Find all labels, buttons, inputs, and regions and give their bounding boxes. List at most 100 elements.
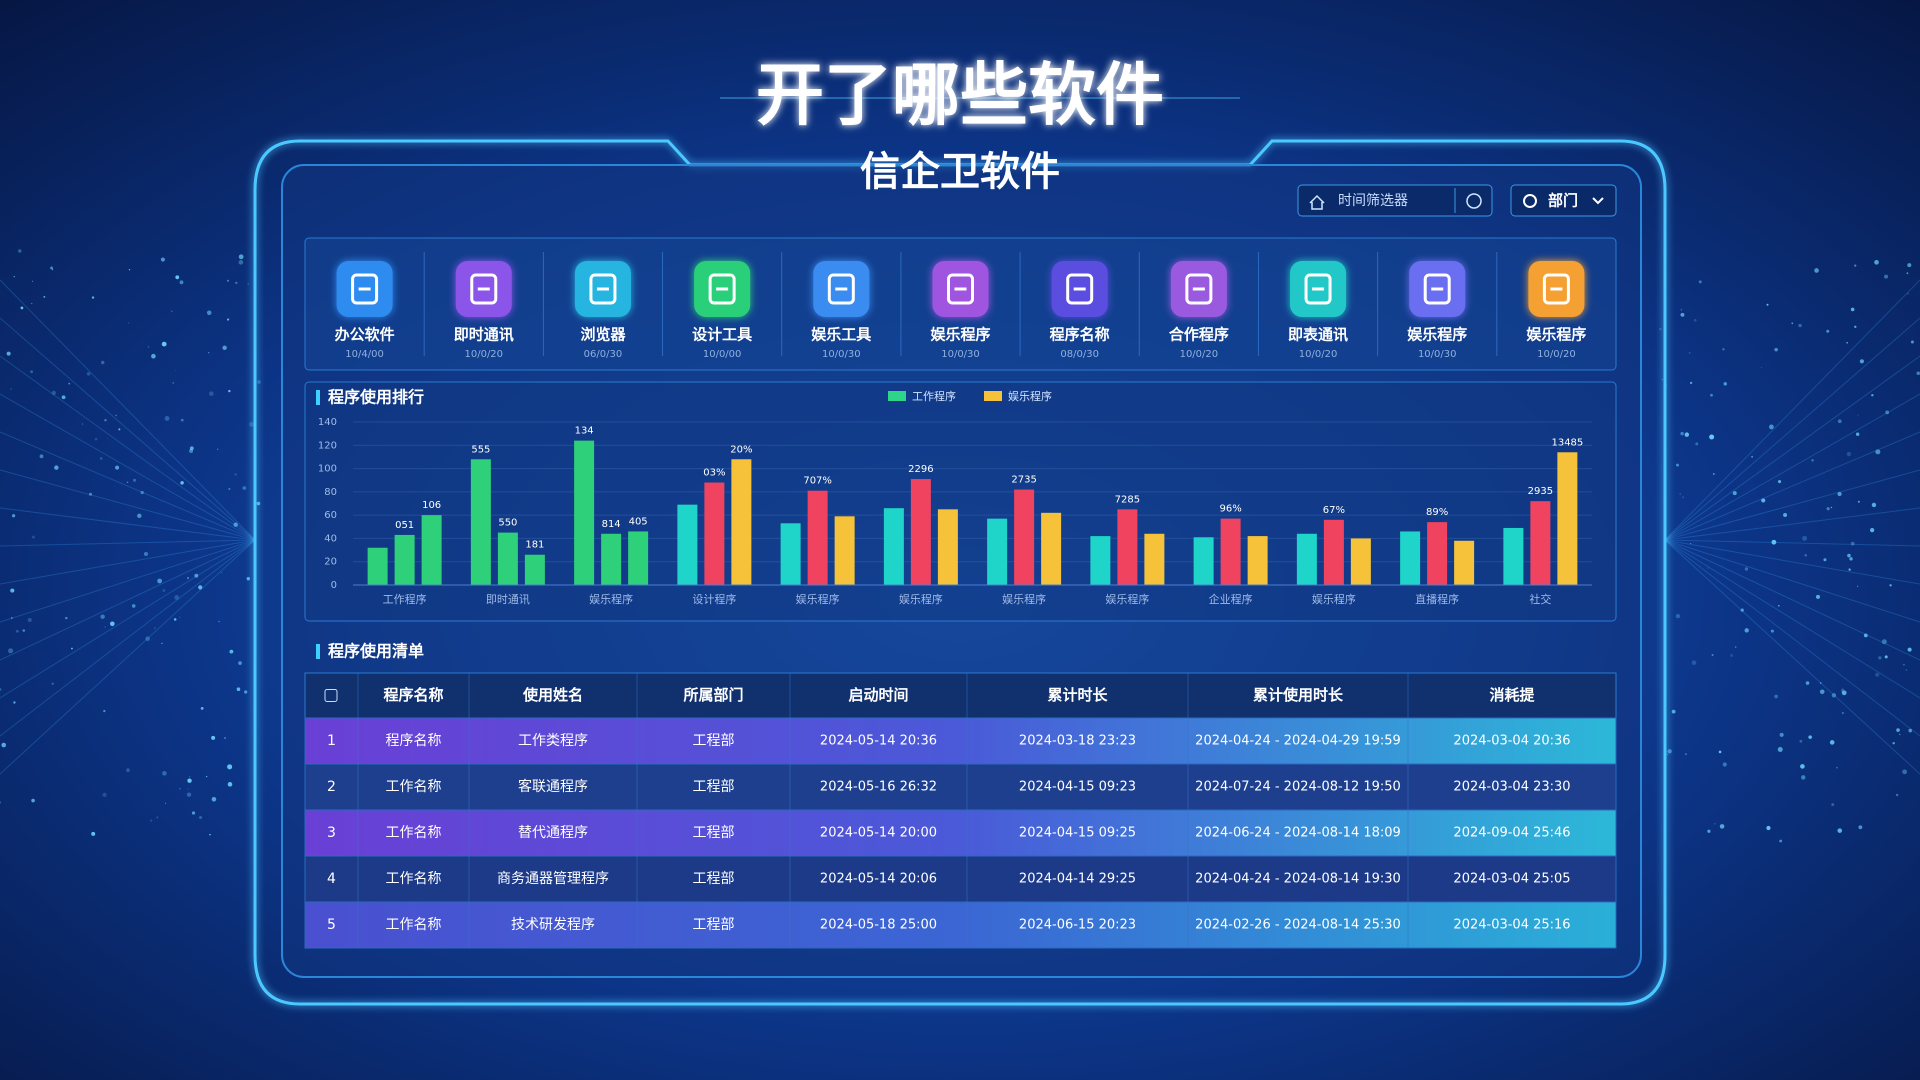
y-tick-label: 20 — [324, 557, 337, 568]
particle — [1679, 493, 1682, 495]
particle — [1892, 742, 1895, 745]
table-row[interactable] — [304, 809, 1617, 857]
particle — [94, 437, 98, 441]
table-row[interactable] — [304, 901, 1617, 949]
bar — [367, 547, 388, 585]
bar — [987, 518, 1008, 585]
table-row[interactable] — [304, 763, 1617, 811]
light-streak — [1664, 539, 1920, 623]
particle — [1800, 764, 1805, 769]
particle — [1671, 709, 1676, 714]
app-sub: 10/0/30 — [941, 349, 980, 360]
column-header: 使用姓名 — [522, 686, 583, 704]
particle — [221, 572, 223, 574]
chevron — [1592, 197, 1604, 205]
particle — [1837, 491, 1842, 497]
bar-annotation: 134 — [575, 426, 594, 437]
light-streak — [0, 539, 256, 775]
app-glyph — [589, 273, 617, 305]
header-checkbox[interactable] — [324, 689, 338, 702]
bar — [1041, 512, 1062, 585]
particle — [1808, 735, 1812, 739]
bar-annotation: 2296 — [908, 464, 933, 475]
particle — [100, 614, 105, 619]
particle — [51, 682, 54, 685]
app-label: 办公软件 — [335, 326, 395, 344]
table-cell: 2024-03-04 25:05 — [1453, 872, 1570, 887]
app-label: 设计工具 — [692, 326, 752, 344]
particle — [1896, 728, 1900, 732]
particle — [1798, 323, 1802, 328]
bar — [1530, 501, 1551, 585]
app-label: 娱乐程序 — [1526, 326, 1586, 344]
particle — [1829, 740, 1835, 745]
particle — [106, 438, 108, 440]
particle — [1801, 775, 1806, 780]
bar — [1454, 540, 1475, 585]
bar-annotation: 106 — [422, 500, 441, 511]
app-glyph — [470, 273, 498, 305]
app-label: 娱乐工具 — [811, 326, 871, 344]
table-cell: 工程部 — [693, 825, 735, 841]
table-row[interactable] — [304, 717, 1617, 765]
particle — [1710, 393, 1713, 397]
table-cell: 2024-04-14 29:25 — [1019, 872, 1136, 887]
particle — [162, 589, 166, 592]
bar — [1144, 533, 1165, 585]
particle — [246, 577, 251, 581]
particle — [30, 370, 33, 374]
app-sub: 10/0/20 — [1299, 349, 1338, 360]
page-subtitle: 信企卫软件 — [860, 149, 1060, 195]
gear-icon — [1523, 194, 1537, 208]
particle — [1804, 553, 1808, 557]
bar — [394, 534, 415, 585]
y-tick-label: 60 — [324, 510, 337, 521]
particle — [1848, 568, 1851, 571]
particle — [13, 701, 16, 704]
particle — [247, 283, 249, 285]
particle — [1751, 455, 1753, 458]
particle — [1875, 672, 1880, 677]
table-cell: 2 — [327, 779, 336, 795]
particle — [189, 776, 191, 778]
bar — [421, 515, 442, 585]
particle — [151, 353, 156, 359]
x-tick-label: 工作程序 — [383, 592, 427, 606]
table-cell: 2024-05-16 26:32 — [820, 780, 937, 795]
particle — [171, 310, 173, 313]
particle — [238, 260, 244, 265]
column-header: 启动时间 — [848, 686, 908, 704]
particle — [1688, 351, 1691, 354]
table-cell: 2024-04-15 09:23 — [1019, 780, 1136, 795]
particle — [1730, 654, 1733, 657]
bar — [1247, 536, 1268, 585]
page-title: 开了哪些软件 — [756, 57, 1164, 136]
particle — [162, 771, 167, 776]
particle — [143, 552, 148, 557]
particle — [228, 487, 231, 490]
particle — [140, 490, 144, 495]
bar — [677, 504, 698, 585]
table-cell: 4 — [327, 871, 336, 887]
particle — [1719, 824, 1725, 829]
particle — [1908, 728, 1913, 733]
particle — [86, 371, 91, 376]
table-row[interactable] — [304, 855, 1617, 903]
time-filter[interactable] — [1297, 184, 1493, 217]
bar-annotation: 707% — [803, 476, 832, 487]
table-cell: 2024-03-18 23:23 — [1019, 734, 1136, 749]
light-streak — [0, 431, 256, 541]
particle — [32, 280, 34, 282]
legend-swatch — [984, 391, 1002, 401]
particle — [227, 782, 233, 787]
table-cell: 工作名称 — [386, 917, 442, 933]
light-streak — [0, 539, 256, 661]
particle — [1761, 498, 1766, 503]
department-select[interactable] — [1510, 184, 1617, 217]
bar-annotation: 550 — [498, 518, 517, 529]
particle — [1857, 414, 1859, 416]
particle — [256, 501, 261, 506]
particle — [1707, 829, 1711, 833]
